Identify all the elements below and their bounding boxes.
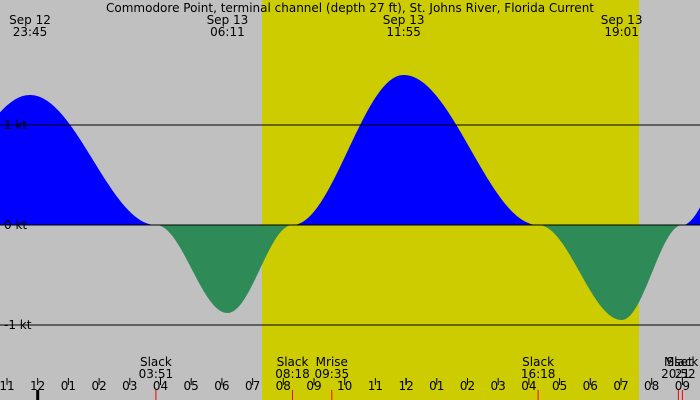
event-name-label: Slack	[140, 355, 172, 369]
x-tick-label: 05	[552, 379, 567, 393]
x-axis-group: 11 12 01 02 03 04 05 06 07 08 09 10 11 12 01 02 03 04 05 06…	[0, 378, 690, 400]
event-name-label: Mset	[664, 355, 693, 369]
event-name-label: Slack	[522, 355, 554, 369]
x-tick-label: 11	[0, 379, 15, 393]
event-time-label: 03:51	[139, 367, 174, 381]
x-tick-label: 08	[644, 379, 659, 393]
x-tick-label: 05	[184, 379, 199, 393]
x-tick-label: 01	[429, 379, 444, 393]
x-tick-label: 03	[122, 379, 137, 393]
event-time-label: 20:52	[661, 367, 696, 381]
x-tick-label: 03	[491, 379, 506, 393]
x-tick-label: 02	[91, 379, 106, 393]
extreme-date-label: Sep 13	[207, 13, 249, 27]
extreme-date-label: Sep 13	[383, 13, 425, 27]
x-tick-label: 06	[214, 379, 229, 393]
x-tick-label: 01	[61, 379, 76, 393]
ebb-current-area	[0, 225, 700, 320]
event-name-label: Slack	[666, 355, 698, 369]
y-tick-label: -1 kt	[4, 318, 32, 332]
x-tick-label: 11	[368, 379, 383, 393]
event-label-group: Slack03:51Slack08:18Mrise09:35Slack16:18…	[139, 355, 698, 400]
x-tick-label: 04	[521, 379, 536, 393]
event-time-label: 16:18	[521, 367, 556, 381]
current-area-group	[0, 75, 700, 320]
x-tick-label: 07	[245, 379, 260, 393]
extreme-time-label: 19:01	[604, 25, 639, 39]
x-tick-label: 06	[583, 379, 598, 393]
event-time-label: 21	[675, 367, 690, 381]
x-tick-label: 09	[306, 379, 321, 393]
y-axis-label-group: 1 kt 0 kt -1 kt	[4, 118, 32, 332]
event-time-label: 09:35	[315, 367, 350, 381]
x-tick-label: 07	[613, 379, 628, 393]
event-name-label: Mrise	[316, 355, 348, 369]
gridline-group	[0, 124, 700, 326]
extreme-date-label: Sep 13	[601, 13, 643, 27]
x-tick-label: 08	[276, 379, 291, 393]
x-tick-label: 12	[30, 379, 45, 393]
x-tick-label: 04	[153, 379, 168, 393]
chart-title: Commodore Point, terminal channel (depth…	[106, 1, 594, 15]
y-tick-label: 1 kt	[4, 118, 27, 132]
y-tick-label: 0 kt	[4, 218, 27, 232]
extreme-time-label: 11:55	[386, 25, 421, 39]
extreme-time-label: 23:45	[13, 25, 48, 39]
event-time-label: 08:18	[275, 367, 310, 381]
x-tick-label: 10	[337, 379, 352, 393]
x-tick-label: 09	[675, 379, 690, 393]
flood-current-area	[0, 75, 700, 225]
x-tick-label: 12	[398, 379, 413, 393]
extreme-date-label: Sep 12	[9, 13, 51, 27]
x-tick-label: 02	[460, 379, 475, 393]
extreme-time-label: 06:11	[210, 25, 245, 39]
event-name-label: Slack	[277, 355, 309, 369]
